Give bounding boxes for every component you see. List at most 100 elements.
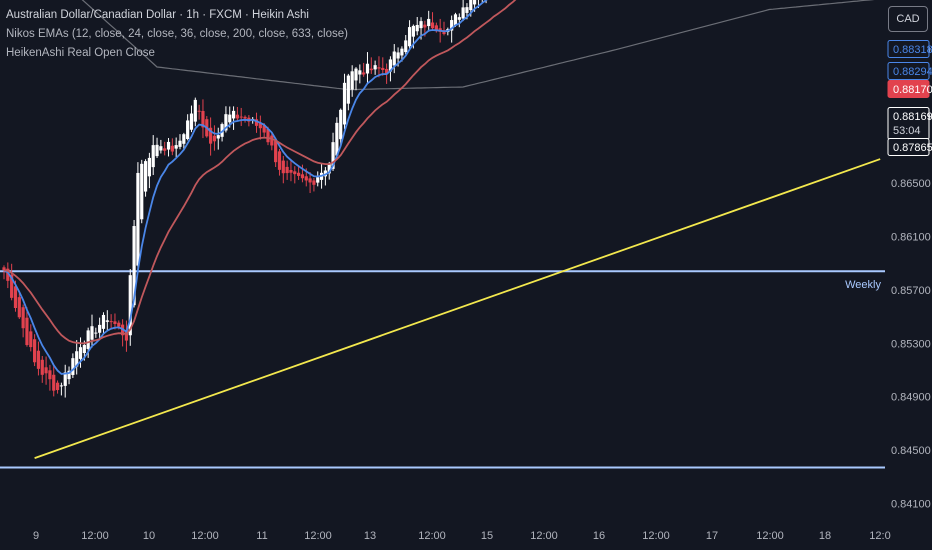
- ema-slow-line: [3, 0, 517, 345]
- candle-body: [136, 172, 140, 266]
- horizontal-levels: Weekly: [0, 270, 885, 469]
- candle-body: [224, 114, 228, 131]
- candle-body: [10, 274, 14, 298]
- candle-body: [262, 125, 266, 133]
- time-tick-label: 12:00: [642, 530, 670, 542]
- candle-body: [473, 0, 477, 5]
- symbol-title[interactable]: Australian Dollar/Canadian Dollar · 1h ·…: [6, 9, 309, 21]
- time-tick-label: 12:00: [191, 530, 219, 542]
- ema-200-line: [81, 0, 875, 91]
- time-tick-label: 18: [819, 530, 831, 542]
- candle-body: [254, 119, 259, 126]
- candle-body: [25, 317, 29, 346]
- price-tag-label: 0.88170: [893, 84, 932, 96]
- candle-body: [44, 367, 48, 374]
- candle-body: [388, 59, 393, 72]
- candle-body: [381, 67, 385, 70]
- time-tick-label: 12:00: [304, 530, 332, 542]
- candle-body: [469, 0, 473, 11]
- time-tick-label: 12:00: [418, 530, 446, 542]
- candle-body: [71, 358, 75, 375]
- candle-body: [354, 68, 358, 81]
- candle-body: [377, 67, 381, 69]
- ema-200-layer: [81, 0, 875, 91]
- price-tick-label: 0.86100: [891, 232, 931, 244]
- candle-body: [166, 141, 171, 150]
- candle-body: [86, 330, 90, 349]
- candle-body: [163, 148, 167, 151]
- candle-body: [339, 109, 343, 140]
- candle-body: [155, 144, 159, 157]
- candle-body: [189, 113, 194, 130]
- candle-body: [186, 120, 190, 140]
- candle-body: [124, 329, 129, 341]
- candle-body: [243, 116, 247, 119]
- candle-body: [453, 14, 458, 26]
- trendline[interactable]: [34, 158, 881, 459]
- candle-body: [323, 170, 327, 177]
- candle-body: [289, 169, 293, 173]
- candle-body: [94, 332, 98, 334]
- candle-body: [75, 351, 79, 367]
- time-tick-label: 9: [33, 530, 39, 542]
- candle-body: [67, 370, 71, 380]
- candle-body: [29, 331, 33, 348]
- candle-body: [132, 226, 136, 306]
- chart-legend: Australian Dollar/Canadian Dollar · 1h ·…: [6, 6, 348, 63]
- candle-body: [52, 374, 56, 391]
- candles-layer: [2, 0, 487, 398]
- candle-body: [335, 122, 339, 156]
- candle-body: [407, 27, 412, 47]
- candle-body: [274, 140, 278, 163]
- candle-body: [109, 321, 113, 323]
- candle-body: [13, 286, 18, 308]
- candle-body: [331, 142, 335, 169]
- candle-body: [258, 122, 262, 129]
- candle-body: [21, 307, 25, 329]
- ema-fast-line: [3, 0, 488, 375]
- candle-body: [151, 145, 155, 168]
- candle-body: [36, 350, 41, 369]
- candle-body: [266, 128, 270, 143]
- price-tag-label: 0.88294: [893, 66, 932, 78]
- candle-body: [358, 70, 362, 75]
- candle-body: [404, 40, 408, 53]
- candle-body: [342, 82, 347, 125]
- candle-body: [430, 22, 435, 29]
- candle-body: [63, 372, 67, 386]
- time-tick-label: 11: [256, 530, 267, 542]
- candle-body: [147, 157, 151, 177]
- candle-body: [174, 145, 178, 149]
- time-tick-label: 16: [593, 530, 605, 542]
- candle-body: [362, 72, 366, 75]
- indicator-heikin[interactable]: HeikenAshi Real Open Close: [6, 47, 155, 59]
- candle-body: [285, 166, 289, 174]
- currency-button[interactable]: CAD: [888, 6, 928, 32]
- candle-body: [197, 110, 201, 112]
- candle-body: [55, 382, 60, 391]
- candle-body: [312, 180, 316, 185]
- candle-body: [465, 7, 469, 13]
- candle-body: [400, 48, 404, 56]
- candle-body: [212, 135, 217, 142]
- candle-body: [2, 267, 6, 270]
- candle-body: [182, 134, 186, 144]
- candle-body: [193, 99, 197, 122]
- price-tag: [887, 40, 930, 58]
- candle-body: [228, 114, 232, 123]
- time-tick-label: 12:00: [81, 530, 109, 542]
- trendline-layer: [34, 158, 881, 459]
- indicator-ema[interactable]: Nikos EMAs (12, close, 24, close, 36, cl…: [6, 28, 348, 40]
- candle-body: [423, 24, 427, 28]
- time-tick-label: 17: [706, 530, 718, 542]
- candle-body: [392, 51, 396, 66]
- price-tick-label: 0.84100: [891, 499, 931, 511]
- candle-body: [178, 140, 182, 147]
- candle-body: [350, 71, 354, 90]
- candle-body: [281, 160, 285, 174]
- candle-body: [78, 347, 83, 359]
- candle-body: [434, 25, 438, 32]
- candle-body: [369, 68, 373, 71]
